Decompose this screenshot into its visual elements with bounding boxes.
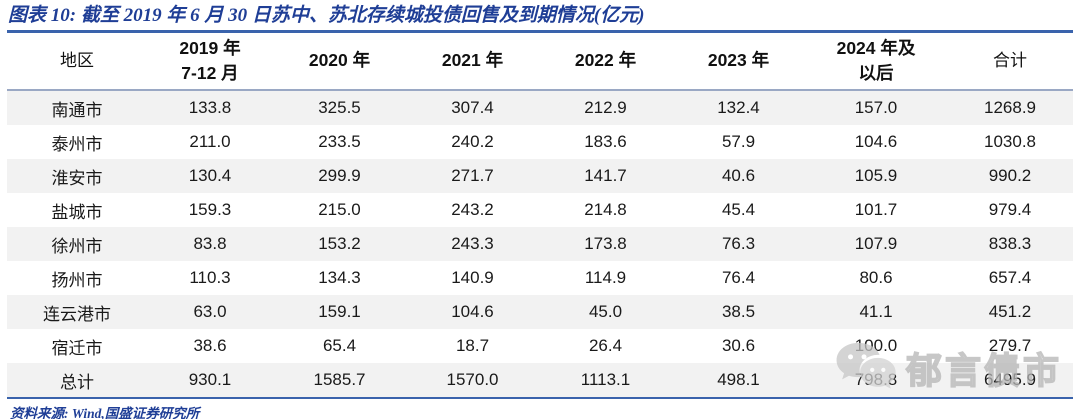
value-cell: 451.2 <box>988 302 1032 321</box>
value-cell: 153.2 <box>318 234 361 253</box>
column-header-2019h2: 2019 年 7-12 月 <box>147 31 273 91</box>
value-cell: 80.6 <box>859 268 893 287</box>
region-cell: 盐城市 <box>51 202 103 222</box>
value-cell: 63.0 <box>193 302 227 321</box>
value-cell: 1268.9 <box>984 98 1036 117</box>
value-cell: 134.3 <box>318 268 361 287</box>
table-row: 连云港市 63.0 159.1 104.6 45.0 38.5 41.1 451.2 <box>7 295 1073 329</box>
value-cell: 38.6 <box>193 336 227 355</box>
value-cell: 104.6 <box>451 302 494 321</box>
table-row: 宿迁市 38.6 65.4 18.7 26.4 30.6 100.0 279.7 <box>7 329 1073 363</box>
table-row: 淮安市 130.4 299.9 271.7 141.7 40.6 105.9 990.2 <box>7 159 1073 193</box>
column-header-total: 合计 <box>947 31 1073 91</box>
value-cell: 930.1 <box>147 363 273 399</box>
value-cell: 30.6 <box>721 336 756 355</box>
value-cell: 104.6 <box>854 132 898 151</box>
region-cell: 总计 <box>7 363 147 399</box>
value-cell: 1570.0 <box>406 363 539 399</box>
value-cell: 141.7 <box>584 166 627 185</box>
value-cell: 183.6 <box>584 132 627 151</box>
column-header-region: 地区 <box>7 31 147 91</box>
value-cell: 233.5 <box>318 132 361 151</box>
value-cell: 211.0 <box>189 132 231 151</box>
value-cell: 45.0 <box>588 302 623 321</box>
table-row: 泰州市 211.0 233.5 240.2 183.6 57.9 104.6 1030.8 <box>7 125 1073 159</box>
value-cell: 307.4 <box>451 98 494 117</box>
value-cell: 76.4 <box>721 268 756 287</box>
value-cell: 173.8 <box>584 234 627 253</box>
table-row: 徐州市 83.8 153.2 243.3 173.8 76.3 107.9 838.3 <box>7 227 1073 261</box>
value-cell: 105.9 <box>854 166 898 185</box>
value-cell: 130.4 <box>188 166 232 185</box>
value-cell: 26.4 <box>588 336 623 355</box>
value-cell: 212.9 <box>584 98 627 117</box>
table-row: 南通市 133.8 325.5 307.4 212.9 132.4 157.0 1268.9 <box>7 90 1073 125</box>
value-cell: 76.3 <box>721 234 756 253</box>
column-header-2023: 2023 年 <box>672 31 805 91</box>
value-cell: 1585.7 <box>273 363 406 399</box>
value-cell: 243.2 <box>451 200 494 219</box>
value-cell: 110.3 <box>189 268 231 287</box>
column-header-2022: 2022 年 <box>539 31 672 91</box>
value-cell: 1113.1 <box>539 363 672 399</box>
table-row: 扬州市 110.3 134.3 140.9 114.9 76.4 80.6 657.4 <box>7 261 1073 295</box>
value-cell: 45.4 <box>721 200 756 219</box>
value-cell: 1030.8 <box>984 132 1036 151</box>
figure-title: 图表 10: 截至 2019 年 6 月 30 日苏中、苏北存续城投债回售及到期… <box>8 5 645 26</box>
value-cell: 299.9 <box>318 166 361 185</box>
table-row: 盐城市 159.3 215.0 243.2 214.8 45.4 101.7 979.4 <box>7 193 1073 227</box>
bond-maturity-table: 地区 2019 年 7-12 月 2020 年 2021 年 2022 年 20… <box>7 30 1073 399</box>
value-cell: 798.8 <box>805 363 947 399</box>
value-cell: 979.4 <box>988 200 1032 219</box>
table-header: 地区 2019 年 7-12 月 2020 年 2021 年 2022 年 20… <box>7 31 1073 91</box>
value-cell: 838.3 <box>988 234 1032 253</box>
value-cell: 65.4 <box>322 336 357 355</box>
value-cell: 140.9 <box>451 268 494 287</box>
header-row: 地区 2019 年 7-12 月 2020 年 2021 年 2022 年 20… <box>7 31 1073 91</box>
value-cell: 101.7 <box>854 200 898 219</box>
value-cell: 133.8 <box>188 98 232 117</box>
value-cell: 657.4 <box>988 268 1032 287</box>
column-header-2024plus: 2024 年及 以后 <box>805 31 947 91</box>
value-cell: 498.1 <box>672 363 805 399</box>
value-cell: 114.9 <box>584 268 627 287</box>
value-cell: 243.3 <box>451 234 494 253</box>
region-cell: 徐州市 <box>51 236 103 256</box>
value-cell: 83.8 <box>193 234 227 253</box>
value-cell: 240.2 <box>451 132 494 151</box>
region-cell: 淮安市 <box>51 168 103 188</box>
value-cell: 159.3 <box>188 200 232 219</box>
value-cell: 271.7 <box>451 166 494 185</box>
value-cell: 214.8 <box>584 200 627 219</box>
region-cell: 南通市 <box>51 100 103 120</box>
value-cell: 132.4 <box>717 98 760 117</box>
value-cell: 159.1 <box>318 302 361 321</box>
value-cell: 279.7 <box>988 336 1032 355</box>
region-cell: 泰州市 <box>51 134 103 154</box>
region-cell: 连云港市 <box>43 304 111 324</box>
value-cell: 100.0 <box>854 336 898 355</box>
value-cell: 325.5 <box>318 98 361 117</box>
value-cell: 157.0 <box>854 98 898 117</box>
value-cell: 107.9 <box>854 234 898 253</box>
value-cell: 18.7 <box>455 336 490 355</box>
region-cell: 宿迁市 <box>51 338 103 358</box>
value-cell: 6495.9 <box>947 363 1073 399</box>
value-cell: 41.1 <box>859 302 893 321</box>
column-header-2020: 2020 年 <box>273 31 406 91</box>
value-cell: 40.6 <box>721 166 756 185</box>
column-header-2021: 2021 年 <box>406 31 539 91</box>
value-cell: 57.9 <box>721 132 756 151</box>
table-row: 总计 930.1 1585.7 1570.0 1113.1 498.1 798.8 6495.… <box>7 363 1073 399</box>
value-cell: 215.0 <box>318 200 361 219</box>
value-cell: 38.5 <box>721 302 756 321</box>
table-body: 南通市 133.8 325.5 307.4 212.9 132.4 157.0 1268.9 泰… <box>7 90 1073 399</box>
region-cell: 扬州市 <box>51 270 103 290</box>
source-note: 资料来源: Wind,国盛证券研究所 <box>10 406 200 419</box>
value-cell: 990.2 <box>988 166 1032 185</box>
